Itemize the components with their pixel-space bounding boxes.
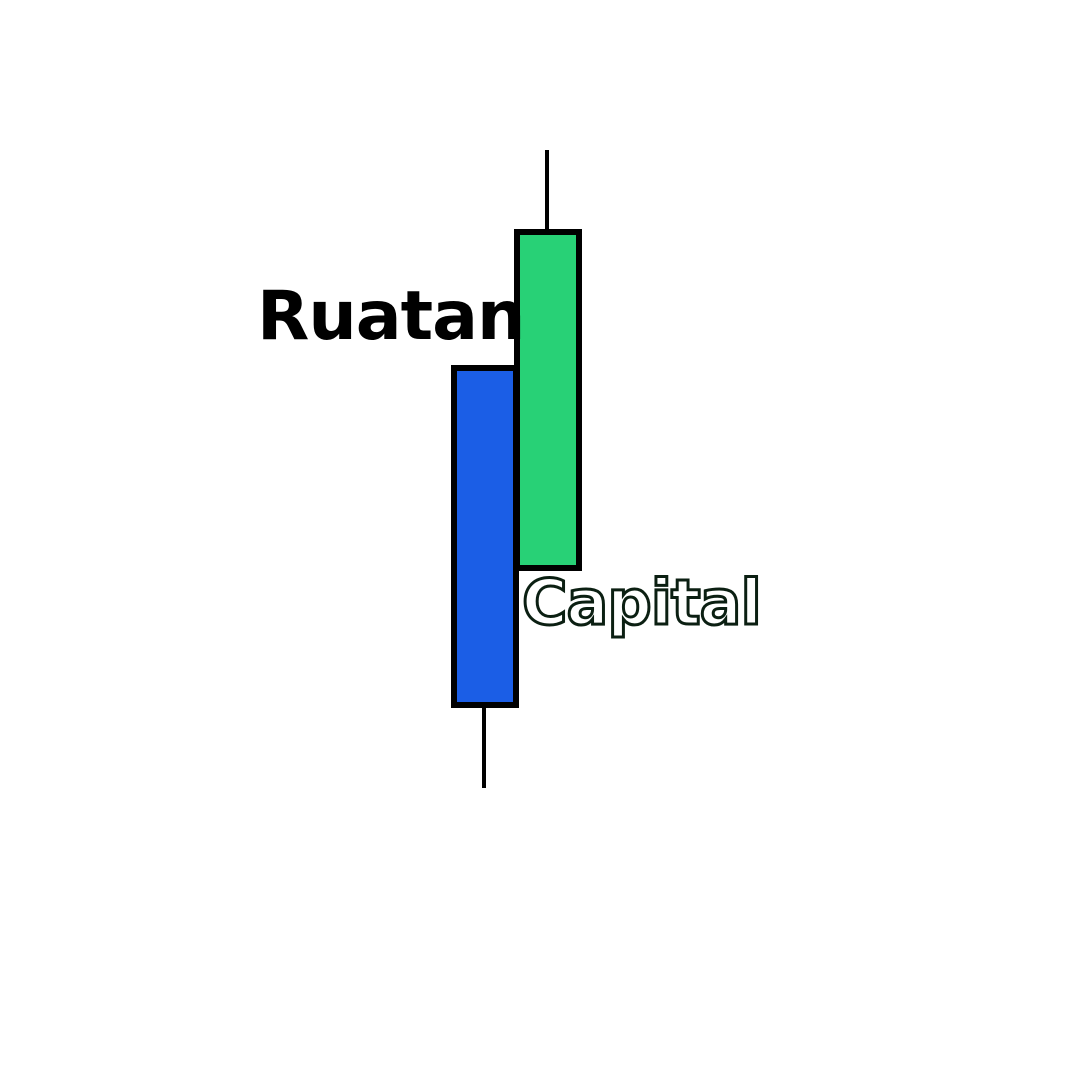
green-candle-body xyxy=(514,229,582,571)
blue-candlestick-icon xyxy=(451,365,519,788)
brand-word-ruatan: Ruatan xyxy=(257,277,525,356)
brand-word-capital: Capital xyxy=(521,566,764,639)
blue-candle-body xyxy=(451,365,519,708)
green-candlestick-icon xyxy=(514,150,582,571)
